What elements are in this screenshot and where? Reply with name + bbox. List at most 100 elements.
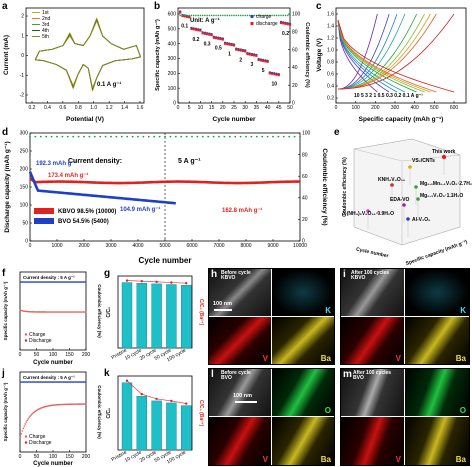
capacity-point <box>22 427 25 430</box>
efficiency-point <box>273 14 276 17</box>
y-tick-label: 0 <box>173 101 176 107</box>
panel-f: f 0 50 100 150 200 Current density : 5 A g⁻¹… <box>0 268 102 366</box>
data-point <box>402 203 406 207</box>
y-tick-label: 200 <box>168 71 177 77</box>
x-tick-label: 9000 <box>267 243 278 249</box>
efficiency-point <box>45 135 48 138</box>
efficiency-point <box>39 135 42 138</box>
efficiency-point <box>282 14 285 17</box>
discharge-point <box>197 29 200 32</box>
discharge-point <box>279 21 283 24</box>
efficiency-point <box>197 14 199 17</box>
capacity-point <box>27 417 30 420</box>
panel-i: i After 100 cycles KBVO K V Ba <box>340 268 470 366</box>
x-tick-label: 0 <box>177 105 180 111</box>
discharge-point <box>208 33 211 36</box>
bar <box>166 402 177 451</box>
y-tick-label: 0 <box>302 239 305 245</box>
x-tick-label: 50 <box>287 105 293 111</box>
x-tick-label: 200 <box>82 454 91 460</box>
efficiency-point <box>299 135 301 138</box>
y-tick-label: 0.6 <box>327 72 334 78</box>
y-tick-label: 0 <box>25 239 28 245</box>
efficiency-point <box>250 135 253 138</box>
discharge-point <box>226 43 229 46</box>
y2-axis-label: C/C₀ (Ba²⁺) <box>198 299 204 326</box>
efficiency-point <box>239 135 242 138</box>
y-tick-label: 100 <box>302 131 311 137</box>
x-tick-label: 3000 <box>105 243 116 249</box>
rates-label: 10 5 3 2 1 0.5 0.3 0.2 0.1 A g⁻¹ <box>354 93 423 99</box>
legend-swatch <box>24 339 28 342</box>
legend-swatch <box>250 14 254 19</box>
y-axis-label: Coulombic efficiency (%) <box>342 157 348 217</box>
cv-chart: 0.2 0.4 0.6 0.8 1.0 1.2 1.4 1.6 -2 -1 0 1 2 Potentia… <box>3 7 145 123</box>
efficiency-point <box>233 14 235 17</box>
x-axis-label: Cycle number <box>139 256 192 265</box>
efficiency-point <box>237 14 240 17</box>
y2-axis-label: Coulombic efficiency (%) <box>304 22 310 88</box>
cv-curve <box>34 20 142 89</box>
efficiency-point <box>126 135 129 138</box>
panel-label: h <box>211 269 218 280</box>
x-tick-label: 1.2 <box>106 105 113 111</box>
y-axis-label: C/C₀ <box>106 408 112 419</box>
efficiency-point <box>288 135 291 138</box>
efficiency-point <box>208 14 211 17</box>
panel-label: j <box>2 368 5 379</box>
x-tick-label: 1.6 <box>137 105 144 111</box>
discharge-point <box>239 49 242 52</box>
y-tick-label: 1.2 <box>327 36 334 42</box>
x-tick-label: 10 <box>198 105 204 111</box>
y-tick-label: 60 <box>302 174 308 180</box>
rate-label: 5 <box>262 68 265 74</box>
x-tick-label: 8000 <box>240 243 251 249</box>
y-tick-label: 40 <box>292 65 298 71</box>
discharge-point <box>266 60 269 63</box>
bar <box>121 382 133 451</box>
discharge-point <box>194 28 198 31</box>
legend-swatch <box>24 333 28 336</box>
capacity-point <box>21 430 24 432</box>
ratio-point <box>185 402 188 405</box>
efficiency-point <box>226 14 229 17</box>
x-tick-label: 200 <box>371 105 380 111</box>
x-tick-label: 30 <box>242 105 248 111</box>
x-tick-label: 0 <box>19 454 22 460</box>
data-point <box>406 217 410 221</box>
ratio-point <box>170 399 173 403</box>
ratio-point <box>140 280 143 283</box>
x-axis-label: Cycle number <box>355 247 389 260</box>
discharge-point <box>284 22 287 25</box>
element-label: Ba <box>455 455 466 464</box>
discharge-point <box>248 53 251 56</box>
efficiency-point <box>244 14 246 17</box>
discharge-point <box>244 50 247 53</box>
bar <box>166 284 177 349</box>
efficiency-point <box>183 14 186 17</box>
capacity-point <box>31 413 34 415</box>
y-tick-label: 0.8 <box>327 60 334 66</box>
y-tick-label: 20 <box>292 83 298 89</box>
y-axis-label: Current (mA) <box>3 35 10 75</box>
eds-map-ba: Ba <box>405 317 469 364</box>
legend-label: 5th <box>42 34 49 40</box>
efficiency-point <box>262 14 264 17</box>
panel-label: d <box>2 127 9 138</box>
efficiency-point <box>264 14 267 17</box>
y-tick-label: 2 <box>21 14 24 20</box>
efficiency-point <box>230 14 233 17</box>
y-axis-label: Specific capacity (mAh g⁻¹) <box>154 19 161 91</box>
x-tick-label: 100 <box>49 352 58 358</box>
discharge-point <box>259 59 262 62</box>
eds-map-ba: Ba <box>405 417 469 465</box>
x-axis-label: Potential (V) <box>66 116 104 123</box>
capacity-point <box>30 414 33 416</box>
efficiency-point <box>56 135 58 138</box>
efficiency-point <box>284 14 287 17</box>
element-label: K <box>460 306 466 315</box>
y-axis-label: Voltage (V) <box>316 38 323 71</box>
rate-label: 0.2 <box>282 31 289 37</box>
efficiency-point <box>245 135 247 138</box>
